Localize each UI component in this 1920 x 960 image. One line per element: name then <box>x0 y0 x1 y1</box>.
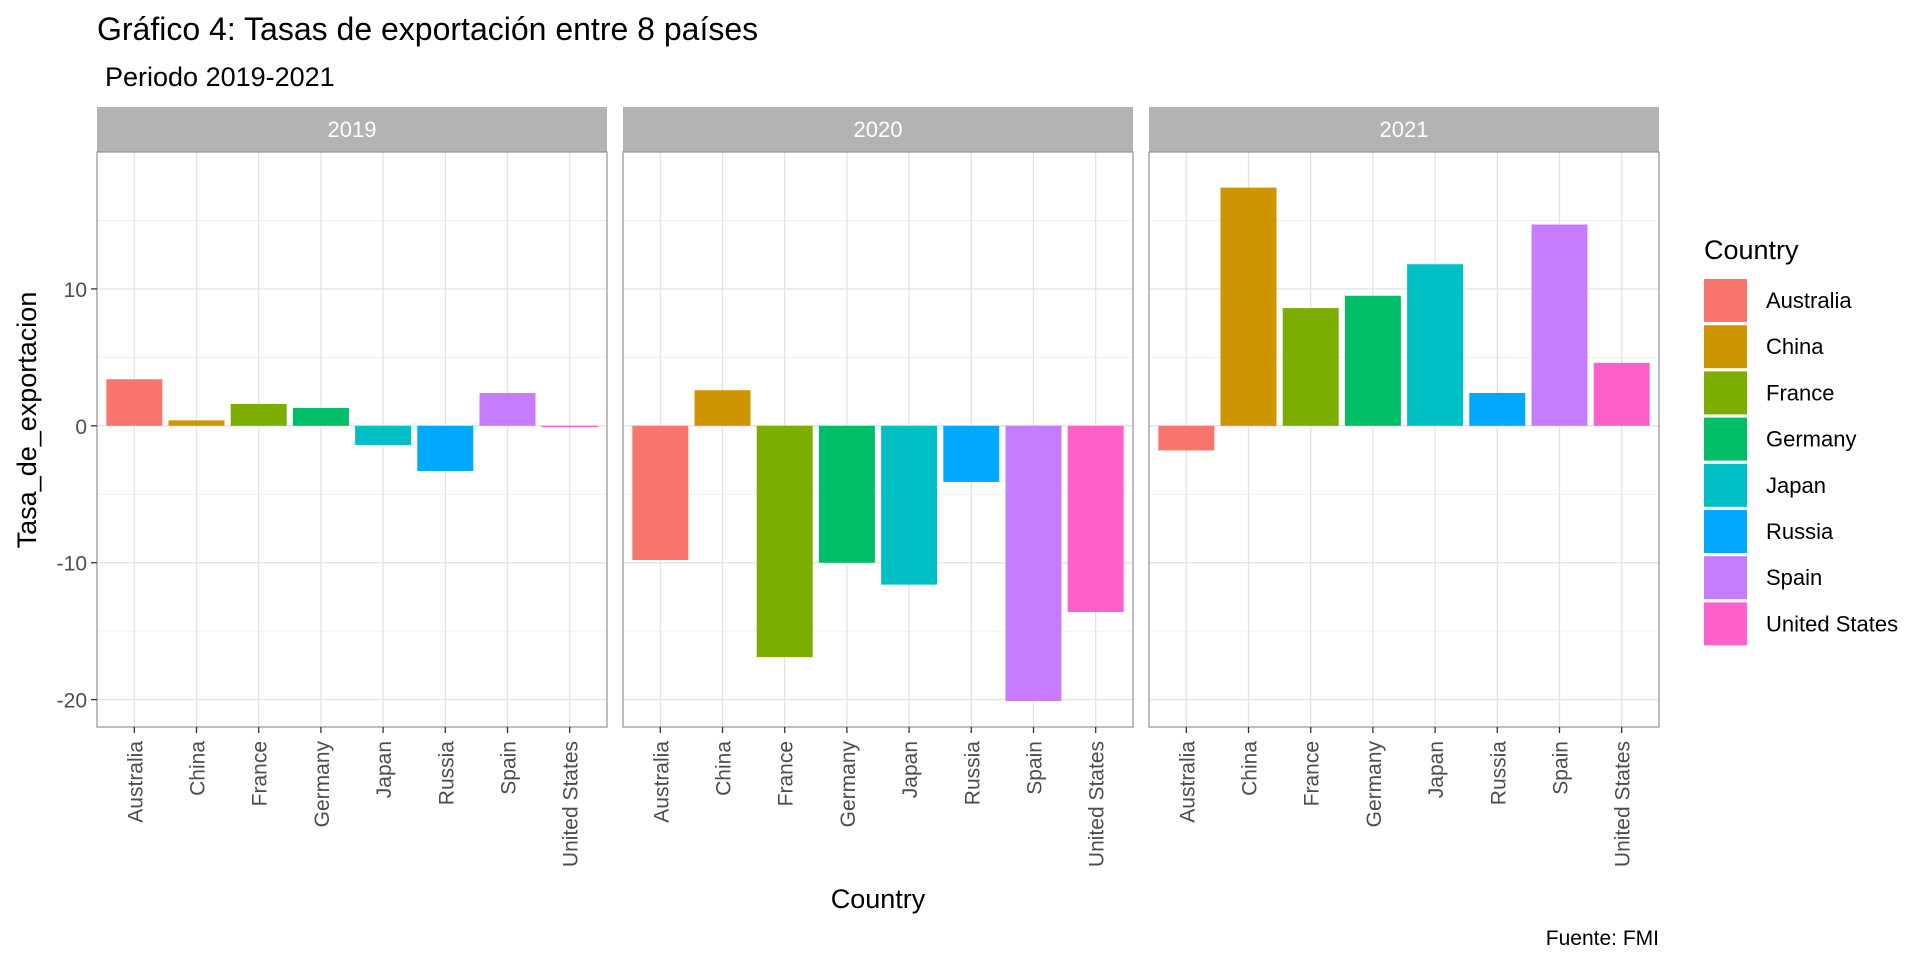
bar-2019-germany <box>292 408 349 426</box>
x-tick-label: United States <box>560 741 583 867</box>
x-tick-label: United States <box>1086 741 1109 867</box>
legend-swatch <box>1704 325 1747 369</box>
legend-swatch <box>1704 510 1747 553</box>
legend-label: France <box>1766 380 1834 405</box>
facet-panel-2021: 2021 Australia China France Germany Japan Russ… <box>1148 107 1660 867</box>
y-tick-label: -20 <box>57 690 87 713</box>
bar-2021-russia <box>1469 392 1526 426</box>
legend-label: China <box>1766 334 1824 359</box>
panel-border <box>622 151 1134 728</box>
facet-strip-label: 2021 <box>1380 117 1429 142</box>
bar-2020-germany <box>818 425 875 563</box>
legend-label: Germany <box>1766 427 1856 452</box>
x-tick-label: Germany <box>311 741 334 828</box>
legend-title: Country <box>1704 235 1799 265</box>
legend-swatch <box>1704 602 1747 646</box>
facet-panel-2020: 2020 Australia China France Germany Japan Russ… <box>622 107 1134 867</box>
x-tick-label: Russia <box>961 741 984 806</box>
x-tick-label: Germany <box>837 741 860 828</box>
x-tick-label: Japan <box>373 741 396 798</box>
bar-2019-united-states <box>541 425 598 428</box>
legend-label: Australia <box>1766 288 1852 313</box>
bar-2020-russia <box>943 425 1000 482</box>
y-tick-label: 0 <box>75 416 87 439</box>
bar-2019-japan <box>355 425 412 445</box>
bar-2019-australia <box>106 379 163 426</box>
bar-2021-france <box>1282 308 1339 426</box>
bar-2019-spain <box>479 392 536 426</box>
bar-2020-japan <box>881 425 938 585</box>
x-tick-label: Germany <box>1363 741 1386 828</box>
x-tick-label: Australia <box>1176 741 1199 823</box>
chart-subtitle: Periodo 2019-2021 <box>105 62 335 92</box>
x-tick-label: China <box>187 741 210 796</box>
x-tick-label: Australia <box>124 741 147 823</box>
legend-swatch <box>1704 417 1747 461</box>
facet-strip-label: 2020 <box>854 117 903 142</box>
bar-2020-united-states <box>1067 425 1124 612</box>
legend: Country Australia China France Germany Japan… <box>1704 235 1898 646</box>
x-axis-title: Country <box>831 884 926 914</box>
x-tick-label: Spain <box>1023 741 1046 795</box>
bar-2020-australia <box>632 425 689 560</box>
bar-2020-spain <box>1005 425 1062 701</box>
facet-strip <box>623 107 1133 152</box>
x-tick-label: United States <box>1612 741 1635 867</box>
x-tick-label: Russia <box>1487 741 1510 806</box>
y-tick-label: 10 <box>64 279 87 302</box>
y-tick-label: -10 <box>57 553 87 576</box>
y-axis-title: Tasa_de_exportacion <box>12 292 42 549</box>
legend-label: Spain <box>1766 565 1822 590</box>
legend-swatch <box>1704 371 1747 415</box>
bar-2019-france <box>230 403 287 426</box>
bar-2021-united-states <box>1593 362 1650 426</box>
x-tick-label: Russia <box>435 741 458 806</box>
x-tick-label: Spain <box>1549 741 1572 795</box>
x-tick-label: Japan <box>899 741 922 798</box>
bar-2021-germany <box>1344 295 1401 426</box>
facet-strip-label: 2019 <box>328 117 377 142</box>
x-tick-label: France <box>1301 741 1324 806</box>
x-tick-label: Japan <box>1425 741 1448 798</box>
bar-2019-china <box>168 420 225 426</box>
x-tick-label: Australia <box>650 741 673 823</box>
chart-title: Gráfico 4: Tasas de exportación entre 8 … <box>97 11 758 47</box>
x-tick-label: China <box>713 741 736 796</box>
x-tick-label: Spain <box>497 741 520 795</box>
legend-swatch <box>1704 556 1747 600</box>
chart-caption: Fuente: FMI <box>1546 927 1659 950</box>
bar-2020-china <box>694 390 751 426</box>
bar-2019-russia <box>417 425 474 471</box>
x-tick-label: France <box>249 741 272 806</box>
bar-2021-australia <box>1158 425 1215 451</box>
legend-label: United States <box>1766 611 1898 636</box>
facet-panel-2019: 2019 Australia China France Germany Japan Russ… <box>96 107 608 867</box>
bar-2020-france <box>756 425 813 658</box>
panel-border <box>96 151 608 728</box>
bar-2021-japan <box>1407 264 1464 426</box>
bar-2021-spain <box>1531 224 1588 426</box>
facet-panels: 2019 Australia China France Germany Japan Russ… <box>96 107 1660 867</box>
x-tick-label: France <box>775 741 798 806</box>
panel-border <box>1148 151 1660 728</box>
legend-swatch <box>1704 279 1747 322</box>
facet-strip <box>97 107 607 152</box>
legend-swatch <box>1704 463 1747 507</box>
legend-label: Russia <box>1766 519 1834 544</box>
legend-label: Japan <box>1766 473 1826 498</box>
y-axis: -20 -10 0 10 <box>57 279 97 713</box>
bar-2021-china <box>1220 187 1277 426</box>
facet-strip <box>1149 107 1659 152</box>
x-tick-label: China <box>1239 741 1262 796</box>
